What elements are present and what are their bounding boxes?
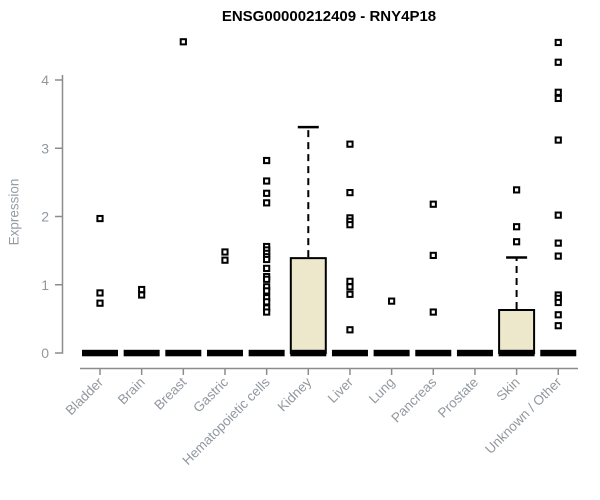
outlier-point — [263, 308, 271, 316]
y-tick-label: 4 — [41, 72, 49, 88]
median-bar — [540, 349, 577, 357]
box — [289, 257, 327, 355]
outlier-point — [513, 223, 521, 231]
outlier-point — [138, 285, 146, 294]
category-label: Skin — [494, 375, 523, 404]
median-bar — [248, 349, 285, 357]
outlier-point — [221, 248, 229, 256]
category-label: Lung — [366, 375, 398, 407]
outlier-point — [388, 297, 396, 305]
outlier-point — [96, 299, 104, 307]
outlier-point — [554, 136, 562, 144]
category-label: Pancreas — [388, 374, 439, 425]
outlier-point — [346, 326, 354, 334]
outlier-point — [346, 290, 354, 298]
outlier-point — [263, 264, 271, 272]
y-tick-label: 2 — [41, 209, 49, 225]
outlier-point — [179, 38, 187, 46]
median-bar — [498, 349, 535, 357]
median-bar — [206, 349, 243, 357]
outlier-point — [346, 140, 354, 148]
median-bar — [290, 349, 327, 357]
outlier-point — [513, 186, 521, 194]
median-bar — [331, 349, 368, 357]
median-bar — [82, 349, 118, 357]
outlier-point — [263, 156, 271, 165]
outlier-point — [554, 88, 562, 96]
outlier-point — [554, 298, 562, 307]
outlier-point — [346, 277, 354, 285]
outlier-point — [263, 287, 271, 295]
outlier-point — [263, 298, 271, 306]
median-bar — [415, 349, 452, 357]
outlier-point — [346, 221, 354, 229]
y-tick-label: 3 — [41, 140, 49, 156]
outlier-point — [263, 275, 271, 283]
outlier-point — [346, 283, 354, 291]
outlier-point — [554, 211, 562, 219]
outlier-point — [138, 291, 146, 299]
outlier-point — [346, 189, 354, 197]
category-label: Kidney — [275, 374, 315, 414]
outlier-point — [429, 200, 437, 208]
outlier-point — [554, 38, 562, 47]
outlier-point — [263, 189, 271, 197]
outlier-point — [96, 214, 104, 223]
category-label: Breast — [151, 374, 189, 412]
outlier-point — [554, 311, 562, 319]
category-label: Bladder — [63, 374, 107, 418]
outlier-point — [554, 252, 562, 260]
category-label: Prostate — [435, 375, 481, 421]
y-tick-label: 0 — [41, 345, 49, 361]
median-bar — [456, 349, 493, 357]
category-label: Gastric — [190, 374, 231, 415]
category-label: Brain — [115, 375, 148, 408]
outlier-point — [429, 308, 437, 316]
y-tick-label: 1 — [41, 277, 49, 293]
box — [498, 309, 536, 355]
category-label: Unknown / Other — [482, 374, 565, 457]
median-bar — [123, 349, 160, 357]
outlier-point — [263, 255, 271, 264]
outlier-point — [263, 199, 271, 207]
outlier-point — [554, 58, 562, 66]
outlier-point — [263, 177, 271, 185]
outlier-point — [96, 289, 104, 297]
outlier-point — [513, 238, 521, 246]
outlier-point — [429, 251, 437, 260]
outlier-point — [554, 239, 562, 247]
outlier-point — [221, 256, 229, 264]
category-label: Liver — [325, 374, 357, 406]
chart-title: ENSG00000212409 - RNY4P18 — [221, 8, 437, 25]
outlier-point — [554, 94, 562, 103]
median-bar — [165, 349, 202, 357]
median-bar — [373, 349, 410, 357]
outlier-point — [554, 322, 562, 330]
